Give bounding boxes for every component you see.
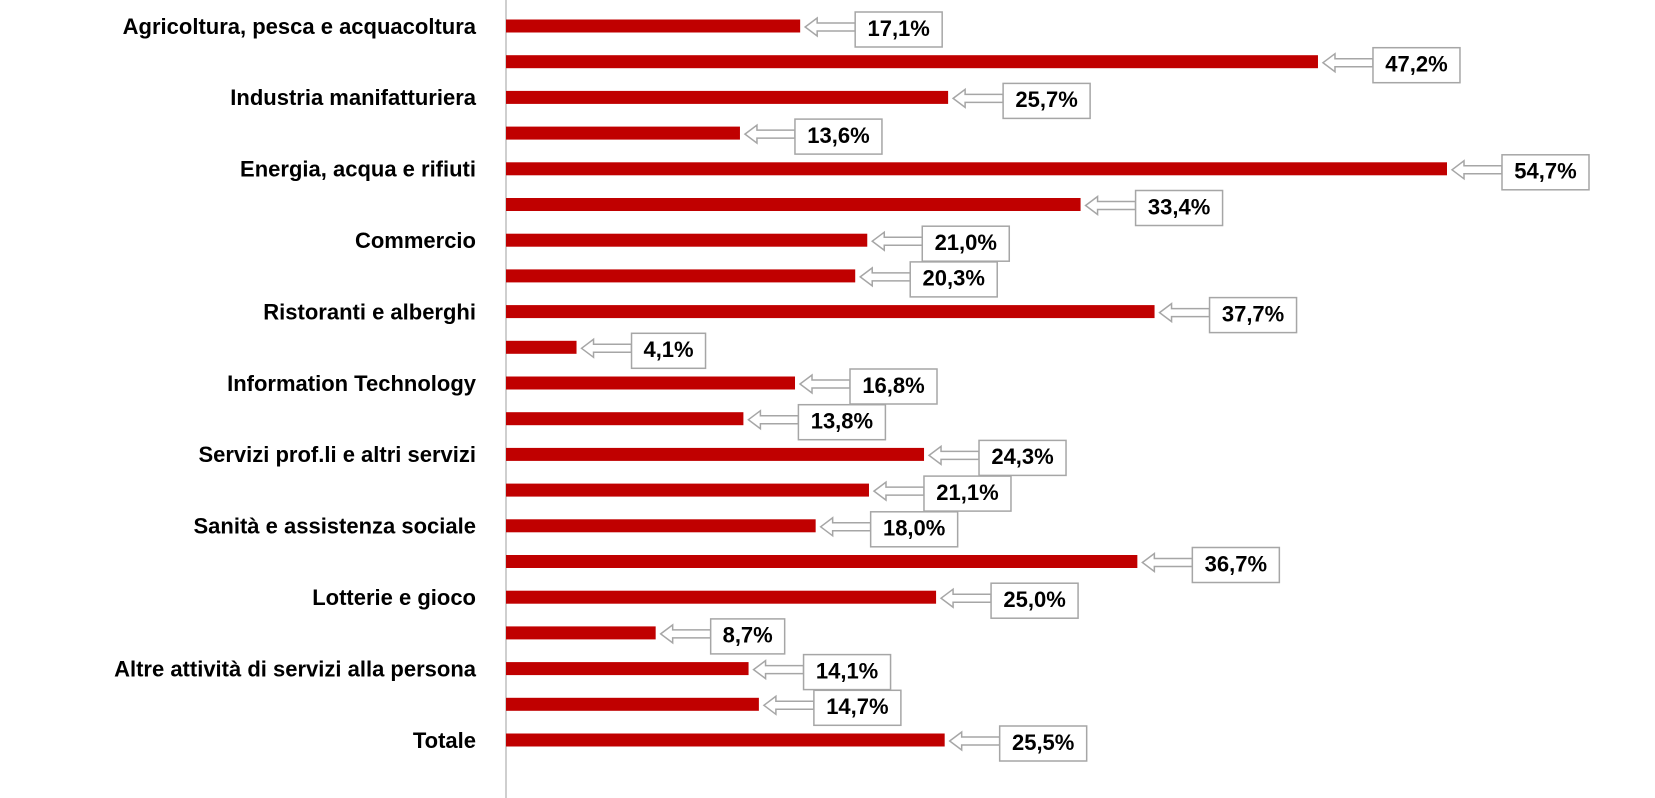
callout-arrow xyxy=(939,587,992,609)
bar xyxy=(506,19,801,33)
bar xyxy=(506,519,816,533)
callout-arrow xyxy=(580,337,633,359)
callout-arrow xyxy=(871,230,924,252)
value-label: 14,7% xyxy=(826,694,888,719)
bar xyxy=(506,555,1138,568)
category-label: Agricoltura, pesca e acquacoltura xyxy=(123,14,477,39)
value-label: 13,6% xyxy=(807,123,869,148)
bar xyxy=(506,376,796,390)
label-box xyxy=(1372,46,1461,84)
callout-arrow xyxy=(858,266,911,288)
bar xyxy=(506,126,740,140)
value-label: 21,1% xyxy=(936,480,998,505)
bar xyxy=(506,697,759,711)
label-box xyxy=(709,618,786,655)
bar xyxy=(506,447,925,461)
category-label: Information Technology xyxy=(227,371,477,396)
value-label: 47,2% xyxy=(1385,52,1447,77)
value-label: 25,5% xyxy=(1012,730,1074,755)
value-label: 16,8% xyxy=(862,373,924,398)
value-label: 25,0% xyxy=(1003,587,1065,612)
label-box xyxy=(1191,546,1281,584)
callout-arrow xyxy=(1450,159,1503,181)
value-label: 33,4% xyxy=(1148,194,1210,219)
value-label: 8,7% xyxy=(723,623,773,648)
value-label: 25,7% xyxy=(1015,87,1077,112)
label-box xyxy=(869,511,959,548)
callout-arrow xyxy=(1321,52,1374,74)
value-label: 54,7% xyxy=(1514,159,1576,184)
callout-arrow xyxy=(803,16,856,38)
label-box xyxy=(909,261,998,298)
callout-arrow xyxy=(798,373,851,395)
category-label: Energia, acqua e rifiuti xyxy=(240,157,476,182)
callout-arrow xyxy=(762,694,815,716)
category-label: Totale xyxy=(413,728,476,753)
bar xyxy=(506,662,749,676)
value-label: 24,3% xyxy=(991,444,1053,469)
value-label: 4,1% xyxy=(643,337,693,362)
callout-arrow xyxy=(747,409,800,431)
category-label: Ristoranti e alberghi xyxy=(263,299,476,324)
callout-arrow xyxy=(819,516,872,538)
category-label: Sanità e assistenza sociale xyxy=(194,514,477,539)
label-box xyxy=(1002,82,1091,120)
label-box xyxy=(794,118,883,155)
label-box xyxy=(849,368,938,405)
value-label: 36,7% xyxy=(1205,551,1267,576)
bar xyxy=(506,340,577,354)
callout-arrow xyxy=(743,123,796,145)
category-label: Altre attività di servizi alla persona xyxy=(114,656,477,681)
label-box xyxy=(1208,296,1298,334)
value-label: 14,1% xyxy=(816,658,878,683)
label-box xyxy=(630,332,707,370)
callout-arrow xyxy=(951,87,1004,109)
value-label: 17,1% xyxy=(867,16,929,41)
bar xyxy=(506,305,1155,319)
bar xyxy=(506,590,937,604)
category-label: Commercio xyxy=(355,228,476,253)
bar xyxy=(506,483,869,497)
callout-arrow xyxy=(659,623,712,645)
value-label: 13,8% xyxy=(811,409,873,434)
label-box xyxy=(998,725,1088,762)
bar xyxy=(506,233,868,247)
label-box xyxy=(1134,189,1224,227)
bar xyxy=(506,55,1318,69)
label-box xyxy=(923,475,1012,512)
value-label: 21,0% xyxy=(935,230,997,255)
category-label: Servizi prof.li e altri servizi xyxy=(198,442,476,467)
callout-arrow xyxy=(1141,552,1194,573)
category-label: Industria manifatturiera xyxy=(230,85,476,110)
bar xyxy=(506,269,856,283)
bar xyxy=(506,90,949,104)
label-box xyxy=(854,11,943,48)
label-box xyxy=(990,582,1079,619)
value-label: 18,0% xyxy=(883,516,945,541)
callout-arrow xyxy=(948,730,1001,752)
bar xyxy=(506,412,744,426)
category-label: Lotterie e gioco xyxy=(312,585,476,610)
label-box xyxy=(978,439,1067,477)
bar xyxy=(506,733,945,747)
bar xyxy=(506,198,1081,211)
value-label: 37,7% xyxy=(1222,301,1284,326)
label-box xyxy=(921,225,1011,262)
label-box xyxy=(1501,154,1590,191)
value-label: 20,3% xyxy=(923,266,985,291)
callout-arrow xyxy=(872,480,925,502)
bar xyxy=(506,162,1447,176)
label-box xyxy=(802,653,892,691)
callout-arrow xyxy=(1158,302,1211,324)
callout-arrow xyxy=(927,444,980,466)
label-box xyxy=(813,689,902,727)
label-box xyxy=(797,403,887,441)
callout-arrow xyxy=(752,659,805,681)
bar xyxy=(506,626,656,640)
callout-arrow xyxy=(1084,195,1137,216)
